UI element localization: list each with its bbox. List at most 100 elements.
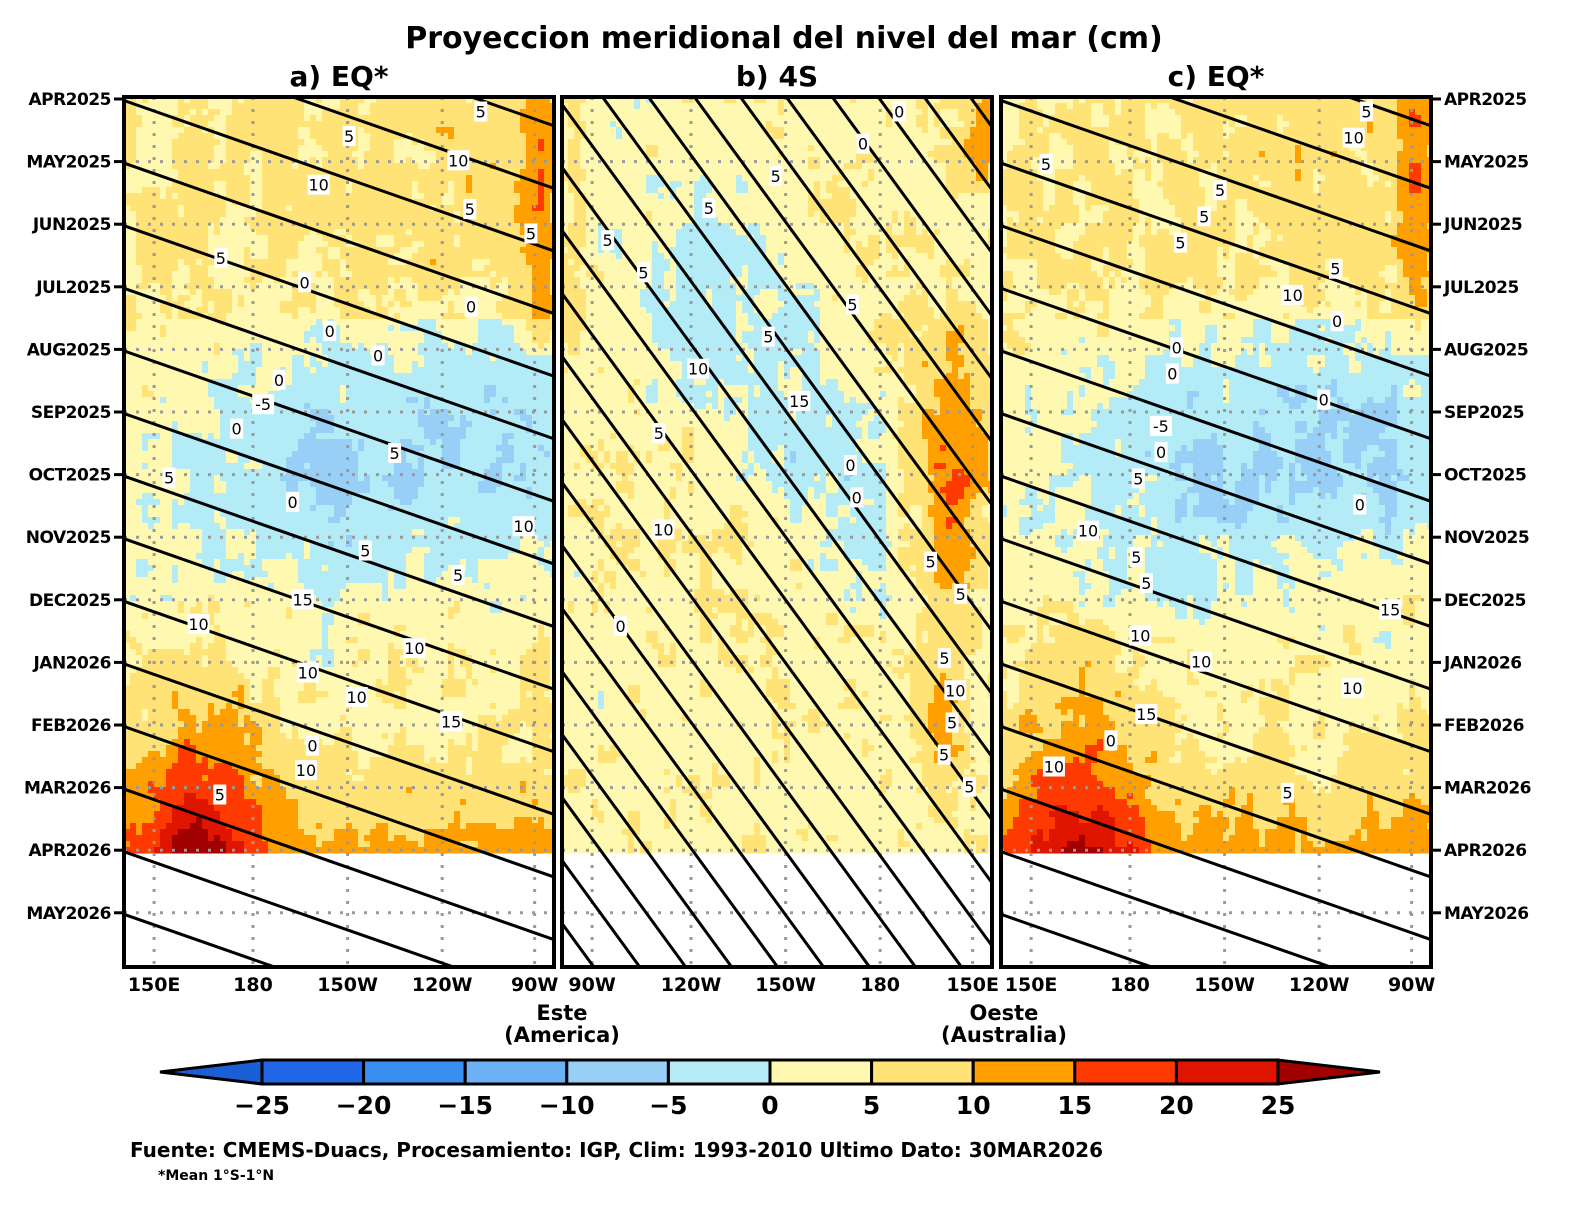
heatmap-cell xyxy=(370,145,377,152)
heatmap-cell xyxy=(316,241,323,248)
heatmap-cell xyxy=(364,175,371,182)
heatmap-cell xyxy=(472,235,479,242)
heatmap-cell xyxy=(460,439,467,446)
heatmap-cell xyxy=(418,187,425,194)
heatmap-cell xyxy=(262,325,269,332)
heatmap-cell xyxy=(382,229,389,236)
heatmap-cell xyxy=(424,319,431,326)
heatmap-cell xyxy=(526,331,533,338)
heatmap-cell xyxy=(442,187,449,194)
heatmap-cell xyxy=(250,433,257,440)
heatmap-cell xyxy=(502,151,509,158)
heatmap-cell xyxy=(154,475,161,482)
heatmap-cell xyxy=(376,271,383,278)
heatmap-cell xyxy=(346,241,353,248)
heatmap-cell xyxy=(130,127,137,134)
heatmap-cell xyxy=(442,121,449,128)
heatmap-cell xyxy=(496,127,503,134)
heatmap-cell xyxy=(244,217,251,224)
heatmap-cell xyxy=(328,469,335,476)
heatmap-cell xyxy=(202,247,209,254)
heatmap-cell xyxy=(376,469,383,476)
heatmap-cell xyxy=(178,403,185,410)
heatmap-cell xyxy=(166,343,173,350)
heatmap-cell xyxy=(406,229,413,236)
heatmap-cell xyxy=(346,457,353,464)
heatmap-cell xyxy=(358,379,365,386)
heatmap-cell xyxy=(520,415,527,422)
heatmap-cell xyxy=(172,451,179,458)
heatmap-cell xyxy=(154,511,161,518)
heatmap-cell xyxy=(196,115,203,122)
heatmap-cell xyxy=(250,199,257,206)
heatmap-cell xyxy=(460,115,467,122)
heatmap-cell xyxy=(238,481,245,488)
heatmap-cell xyxy=(484,199,491,206)
heatmap-cell xyxy=(454,307,461,314)
heatmap-cell xyxy=(442,199,449,206)
heatmap-cell xyxy=(454,187,461,194)
heatmap-cell xyxy=(340,373,347,380)
heatmap-cell xyxy=(364,451,371,458)
heatmap-cell xyxy=(394,499,401,506)
heatmap-cell xyxy=(514,313,521,320)
heatmap-cell xyxy=(130,139,137,146)
heatmap-cell xyxy=(190,469,197,476)
heatmap-cell xyxy=(382,391,389,398)
heatmap-cell xyxy=(358,127,365,134)
heatmap-cell xyxy=(340,169,347,176)
heatmap-cell xyxy=(220,181,227,188)
heatmap-cell xyxy=(286,331,293,338)
heatmap-cell xyxy=(334,307,341,314)
heatmap-cell xyxy=(376,481,383,488)
heatmap-cell xyxy=(130,259,137,266)
heatmap-cell xyxy=(412,211,419,218)
heatmap-cell xyxy=(208,355,215,362)
heatmap-cell xyxy=(262,205,269,212)
heatmap-cell xyxy=(466,175,473,182)
heatmap-cell xyxy=(292,349,299,356)
heatmap-cell xyxy=(244,199,251,206)
heatmap-cell xyxy=(328,307,335,314)
heatmap-cell xyxy=(490,403,497,410)
heatmap-cell xyxy=(472,247,479,254)
heatmap-cell xyxy=(148,433,155,440)
heatmap-cell xyxy=(184,109,191,116)
heatmap-cell xyxy=(424,385,431,392)
heatmap-cell xyxy=(412,229,419,236)
heatmap-cell xyxy=(352,481,359,488)
heatmap-cell xyxy=(370,493,377,500)
heatmap-cell xyxy=(358,223,365,230)
heatmap-cell xyxy=(136,295,143,302)
heatmap-cell xyxy=(460,361,467,368)
heatmap-cell xyxy=(544,493,551,500)
heatmap-cell xyxy=(334,271,341,278)
heatmap-cell xyxy=(286,145,293,152)
heatmap-cell xyxy=(322,295,329,302)
heatmap-cell xyxy=(430,187,437,194)
heatmap-cell xyxy=(406,421,413,428)
heatmap-cell xyxy=(538,337,545,344)
heatmap-cell xyxy=(526,211,533,218)
heatmap-cell xyxy=(214,223,221,230)
heatmap-cell xyxy=(148,127,155,134)
heatmap-cell xyxy=(334,445,341,452)
heatmap-cell xyxy=(136,205,143,212)
heatmap-cell xyxy=(124,181,131,188)
heatmap-cell xyxy=(316,367,323,374)
heatmap-cell xyxy=(154,295,161,302)
heatmap-cell xyxy=(226,163,233,170)
heatmap-cell xyxy=(442,427,449,434)
heatmap-cell xyxy=(400,301,407,308)
heatmap-cell xyxy=(328,475,335,482)
heatmap-cell xyxy=(466,115,473,122)
heatmap-cell xyxy=(244,127,251,134)
heatmap-cell xyxy=(496,445,503,452)
heatmap-cell xyxy=(214,133,221,140)
heatmap-cell xyxy=(418,289,425,296)
heatmap-cell xyxy=(220,433,227,440)
heatmap-cell xyxy=(310,463,317,470)
heatmap-cell xyxy=(358,403,365,410)
heatmap-cell xyxy=(220,343,227,350)
heatmap-cell xyxy=(418,223,425,230)
